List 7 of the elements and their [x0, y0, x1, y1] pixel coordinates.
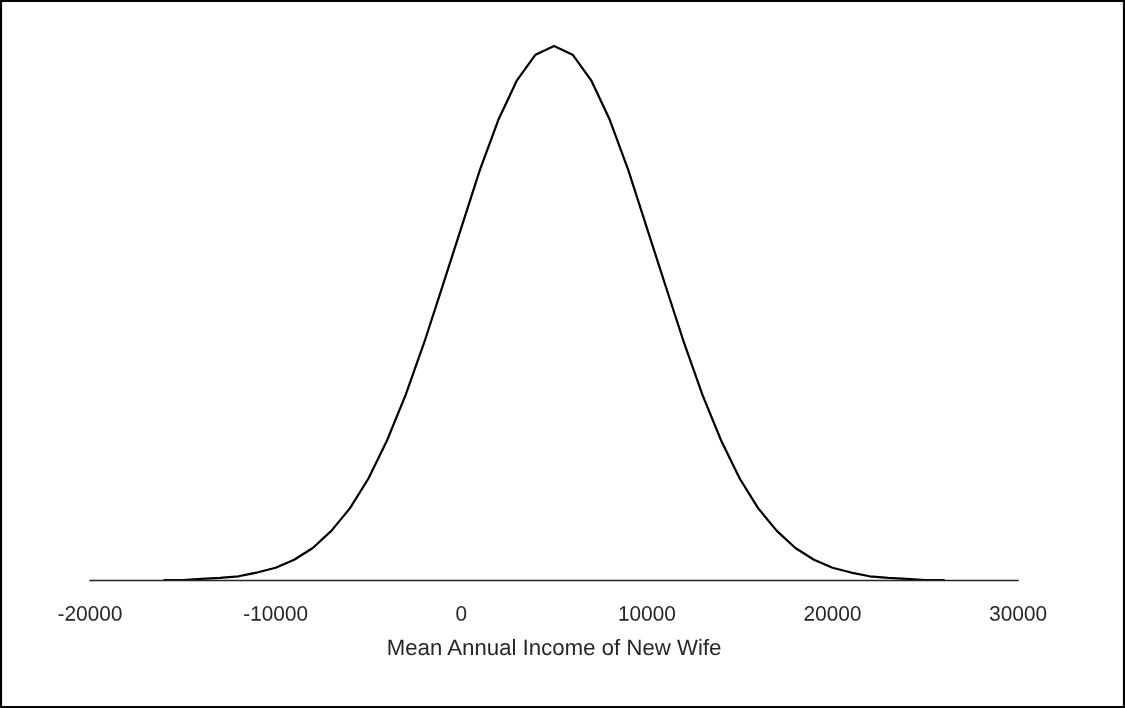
x-tick-label: 10000 — [619, 606, 676, 621]
x-tick-label: 30000 — [989, 606, 1047, 621]
x-tick-label: -20000 — [58, 606, 122, 621]
x-axis-title: Mean Annual Income of New Wife — [388, 638, 721, 656]
x-tick-label: 20000 — [804, 606, 861, 621]
x-tick-label: 0 — [456, 606, 467, 621]
x-tick-label: -10000 — [244, 606, 308, 621]
